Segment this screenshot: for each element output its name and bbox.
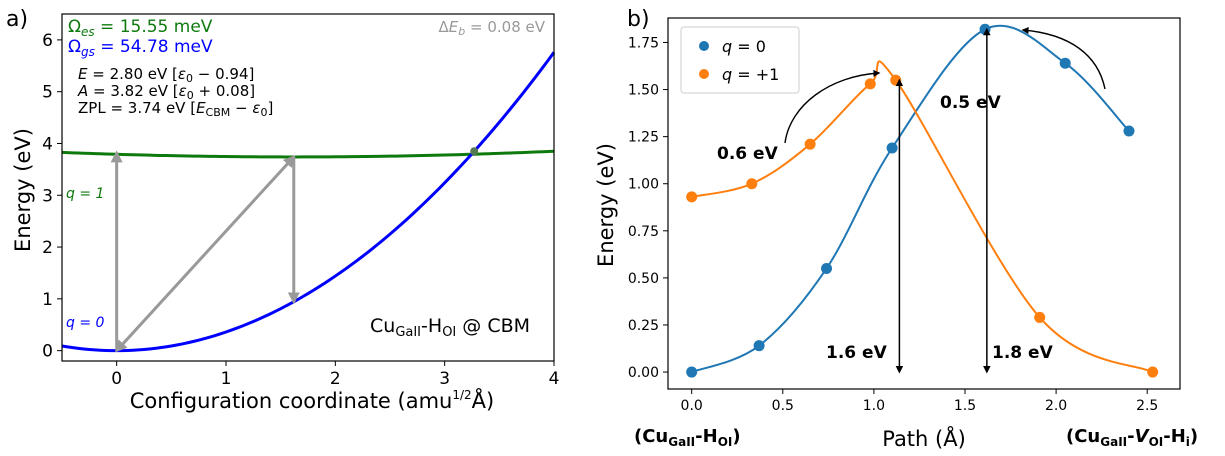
panel-b-legend: q = 0 q = +1 xyxy=(680,26,800,94)
x-tick-label: 1 xyxy=(221,369,232,389)
barrier-label-0-6: 0.6 eV xyxy=(717,144,779,164)
panel-b-letter: b) xyxy=(627,7,650,32)
defect-label: CuGaII-HOI @ CBM xyxy=(370,315,530,340)
data-point-q1 xyxy=(864,78,876,90)
y-tick-label: 1.00 xyxy=(628,177,659,193)
x-tick-label: 1.5 xyxy=(954,398,976,414)
q1-potential-curve xyxy=(61,149,555,159)
panel-a-ylabel: Energy (eV) xyxy=(11,128,35,252)
y-tick-label: 0.00 xyxy=(628,365,659,381)
omega-es-label: Ωes = 15.55 meV xyxy=(68,17,213,39)
data-point-q1 xyxy=(1034,311,1046,323)
x-tick-label: 2 xyxy=(330,369,341,389)
panel-b-ylabel: Energy (eV) xyxy=(594,143,618,267)
panel-b-ticks: 0.0 0.5 1.0 1.5 2.0 2.5 0.00 0.25 0.50 0.75 1.00 1.… xyxy=(628,35,1159,414)
data-point-q1 xyxy=(746,178,758,190)
series-line-q1 xyxy=(691,60,1154,373)
data-point-q1 xyxy=(1147,366,1159,378)
data-point-q0 xyxy=(886,142,898,154)
legend-label-q1: q = +1 xyxy=(722,65,779,84)
y-tick-label: 0 xyxy=(42,342,53,362)
zpl-label: ZPL = 3.74 eV [ECBM − ε0] xyxy=(78,99,273,119)
q0-curve-label: q = 0 xyxy=(66,315,105,331)
crossing-point xyxy=(470,147,479,156)
absorption-energy-label: A = 3.82 eV [ε0 + 0.08] xyxy=(77,82,255,102)
y-tick-label: 0.50 xyxy=(628,271,659,287)
emission-energy-label: E = 2.80 eV [ε0 − 0.94] xyxy=(78,65,254,85)
curved-arrow-0-6 xyxy=(784,69,881,144)
data-point-q0 xyxy=(821,262,833,274)
data-point-q0 xyxy=(979,23,991,35)
panel-b-plot-area xyxy=(686,23,1159,378)
x-tick-label: 4 xyxy=(549,369,560,389)
panel-a-frame xyxy=(61,13,555,362)
legend-marker-q1 xyxy=(699,69,709,79)
x-tick-label: 0 xyxy=(111,369,122,389)
barrier-label-0-5: 0.5 eV xyxy=(940,93,1002,113)
panel-b: b) 0.0 0.5 1.0 1.5 2.0 2.5 0.00 0.25 0.50 0.75 1.0… xyxy=(594,7,1198,451)
y-tick-label: 2 xyxy=(42,238,53,258)
x-tick-label: 2.5 xyxy=(1136,398,1158,414)
data-point-q0 xyxy=(1059,57,1071,69)
data-point-q0 xyxy=(686,366,698,378)
panel-b-xlabel: Path (Å) xyxy=(882,425,966,451)
y-tick-label: 6 xyxy=(42,31,53,51)
y-tick-label: 1.50 xyxy=(628,83,659,99)
transition-arrow-zpl xyxy=(115,155,296,353)
x-tick-label: 2.0 xyxy=(1045,398,1067,414)
panel-a: a) 0 1 2 3 4 0 1 2 3 4 5 6 Ωes = 15.55 meV Ωgs = 54… xyxy=(6,7,559,413)
data-point-q1 xyxy=(686,191,698,203)
x-tick-label: 1.0 xyxy=(863,398,885,414)
panel-a-letter: a) xyxy=(6,7,28,32)
panel-a-ticks: 0 1 2 3 4 0 1 2 3 4 5 6 xyxy=(42,31,559,389)
q1-curve-label: q = 1 xyxy=(66,186,104,202)
y-tick-label: 3 xyxy=(42,186,53,206)
panel-a-plot-area xyxy=(61,51,556,353)
y-tick-label: 5 xyxy=(42,83,53,103)
legend-box xyxy=(680,26,800,94)
y-tick-label: 1.25 xyxy=(628,130,659,146)
y-tick-label: 4 xyxy=(42,134,53,154)
panel-b-frame xyxy=(667,17,1181,390)
curved-arrow-0-5 xyxy=(1021,26,1106,90)
barrier-label-1-6: 1.6 eV xyxy=(826,343,888,363)
y-tick-label: 1 xyxy=(42,290,53,310)
delta-eb-label: ΔEb = 0.08 eV xyxy=(439,18,546,38)
x-tick-label: 0.0 xyxy=(681,398,703,414)
legend-label-q0: q = 0 xyxy=(722,37,766,56)
panel-a-xlabel: Configuration coordinate (amu1/2Å) xyxy=(130,387,494,413)
x-tick-label: 3 xyxy=(439,369,450,389)
y-tick-label: 1.75 xyxy=(628,35,659,51)
y-tick-label: 0.75 xyxy=(628,224,659,240)
endpoint-left-label: (CuGaII-HOI) xyxy=(634,426,741,449)
data-point-q0 xyxy=(753,340,765,352)
legend-marker-q0 xyxy=(699,41,709,51)
endpoint-right-label: (CuGaII-VOI-Hi) xyxy=(1066,426,1198,449)
data-point-q0 xyxy=(1123,125,1135,137)
x-tick-label: 0.5 xyxy=(772,398,794,414)
data-point-q1 xyxy=(804,138,816,150)
barrier-label-1-8: 1.8 eV xyxy=(992,343,1054,363)
y-tick-label: 0.25 xyxy=(628,318,659,334)
omega-gs-label: Ωgs = 54.78 meV xyxy=(68,37,213,59)
